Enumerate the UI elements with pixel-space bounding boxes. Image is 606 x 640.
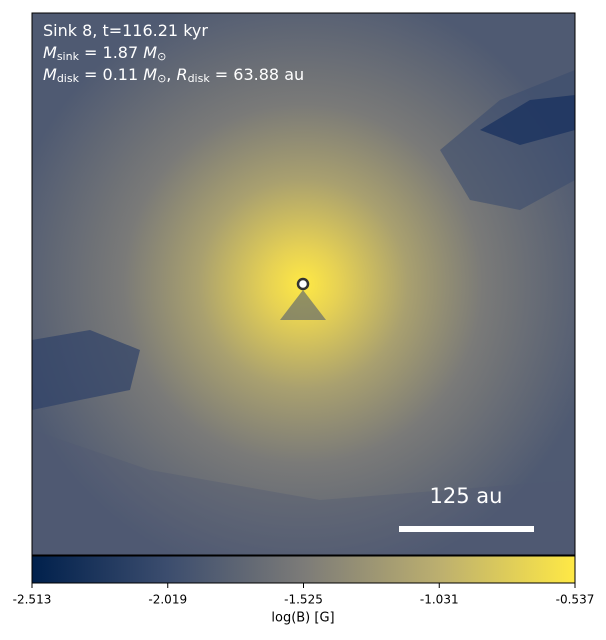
frame <box>31 12 576 556</box>
info-part: M <box>43 43 57 62</box>
colorbar-tick-label: -1.031 <box>420 593 459 607</box>
info-part: = 1.87 <box>79 43 143 62</box>
colorbar-tick-label: -0.537 <box>556 593 595 607</box>
info-part: disk <box>57 72 80 85</box>
info-part: R <box>176 65 187 84</box>
info-part: ⊙ <box>157 72 166 85</box>
info-part: sink <box>57 50 80 63</box>
colorbar-tick-label: -2.019 <box>148 593 187 607</box>
colorbar-tick-label: -1.525 <box>284 593 323 607</box>
info-part: M <box>143 43 157 62</box>
field-map <box>32 13 575 555</box>
info-part: disk <box>188 72 211 85</box>
info-part: M <box>143 65 157 84</box>
info-line: Mdisk = 0.11 M⊙, Rdisk = 63.88 au <box>43 65 304 86</box>
colorbar <box>31 555 576 584</box>
info-part: = 0.11 <box>79 65 143 84</box>
info-part: Sink 8, t=116.21 kyr <box>43 21 208 40</box>
scale-bar <box>399 526 534 532</box>
info-part: , <box>166 65 176 84</box>
info-line: Msink = 1.87 M⊙ <box>43 43 166 64</box>
info-line: Sink 8, t=116.21 kyr <box>43 21 208 40</box>
info-part: M <box>43 65 57 84</box>
info-part: = 63.88 au <box>210 65 304 84</box>
sink-marker <box>296 277 310 291</box>
colorbar-tick-label: -2.513 <box>13 593 52 607</box>
info-part: ⊙ <box>157 50 166 63</box>
colorbar-label: log(B) [G] <box>271 611 334 626</box>
scale-bar-label: 125 au <box>430 484 503 508</box>
